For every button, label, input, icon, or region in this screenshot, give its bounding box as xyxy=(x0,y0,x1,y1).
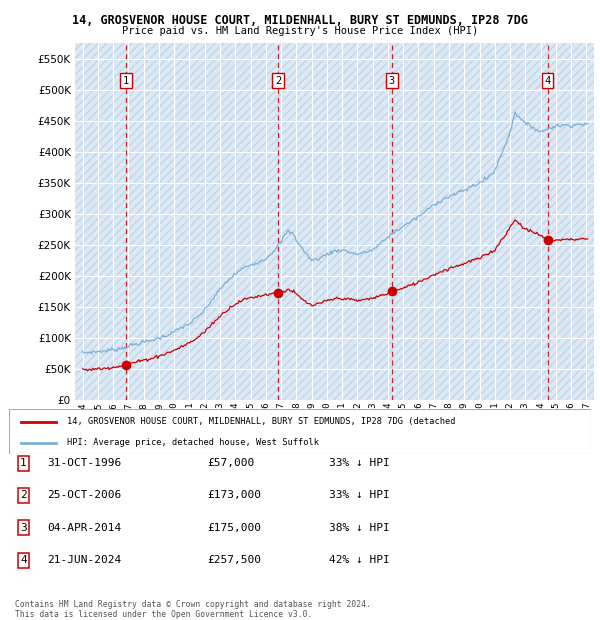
Text: 4: 4 xyxy=(545,76,551,86)
Text: 31-OCT-1996: 31-OCT-1996 xyxy=(47,458,121,468)
Text: 21-JUN-2024: 21-JUN-2024 xyxy=(47,555,121,565)
Text: 14, GROSVENOR HOUSE COURT, MILDENHALL, BURY ST EDMUNDS, IP28 7DG: 14, GROSVENOR HOUSE COURT, MILDENHALL, B… xyxy=(72,14,528,27)
Text: 33% ↓ HPI: 33% ↓ HPI xyxy=(329,458,390,468)
Text: HPI: Average price, detached house, West Suffolk: HPI: Average price, detached house, West… xyxy=(67,438,319,447)
Text: £57,000: £57,000 xyxy=(207,458,254,468)
Text: 4: 4 xyxy=(20,555,27,565)
Text: This data is licensed under the Open Government Licence v3.0.: This data is licensed under the Open Gov… xyxy=(15,610,313,619)
Text: 2: 2 xyxy=(20,490,27,500)
Text: 04-APR-2014: 04-APR-2014 xyxy=(47,523,121,533)
Text: 1: 1 xyxy=(123,76,129,86)
Text: 25-OCT-2006: 25-OCT-2006 xyxy=(47,490,121,500)
Text: £257,500: £257,500 xyxy=(207,555,261,565)
Text: 2: 2 xyxy=(275,76,281,86)
Text: 3: 3 xyxy=(389,76,395,86)
Text: £175,000: £175,000 xyxy=(207,523,261,533)
Text: £173,000: £173,000 xyxy=(207,490,261,500)
Text: 33% ↓ HPI: 33% ↓ HPI xyxy=(329,490,390,500)
Text: 38% ↓ HPI: 38% ↓ HPI xyxy=(329,523,390,533)
Text: 1: 1 xyxy=(20,458,27,468)
Text: 14, GROSVENOR HOUSE COURT, MILDENHALL, BURY ST EDMUNDS, IP28 7DG (detached: 14, GROSVENOR HOUSE COURT, MILDENHALL, B… xyxy=(67,417,456,426)
Text: Price paid vs. HM Land Registry's House Price Index (HPI): Price paid vs. HM Land Registry's House … xyxy=(122,26,478,36)
Text: 42% ↓ HPI: 42% ↓ HPI xyxy=(329,555,390,565)
Text: 3: 3 xyxy=(20,523,27,533)
Text: Contains HM Land Registry data © Crown copyright and database right 2024.: Contains HM Land Registry data © Crown c… xyxy=(15,600,371,609)
